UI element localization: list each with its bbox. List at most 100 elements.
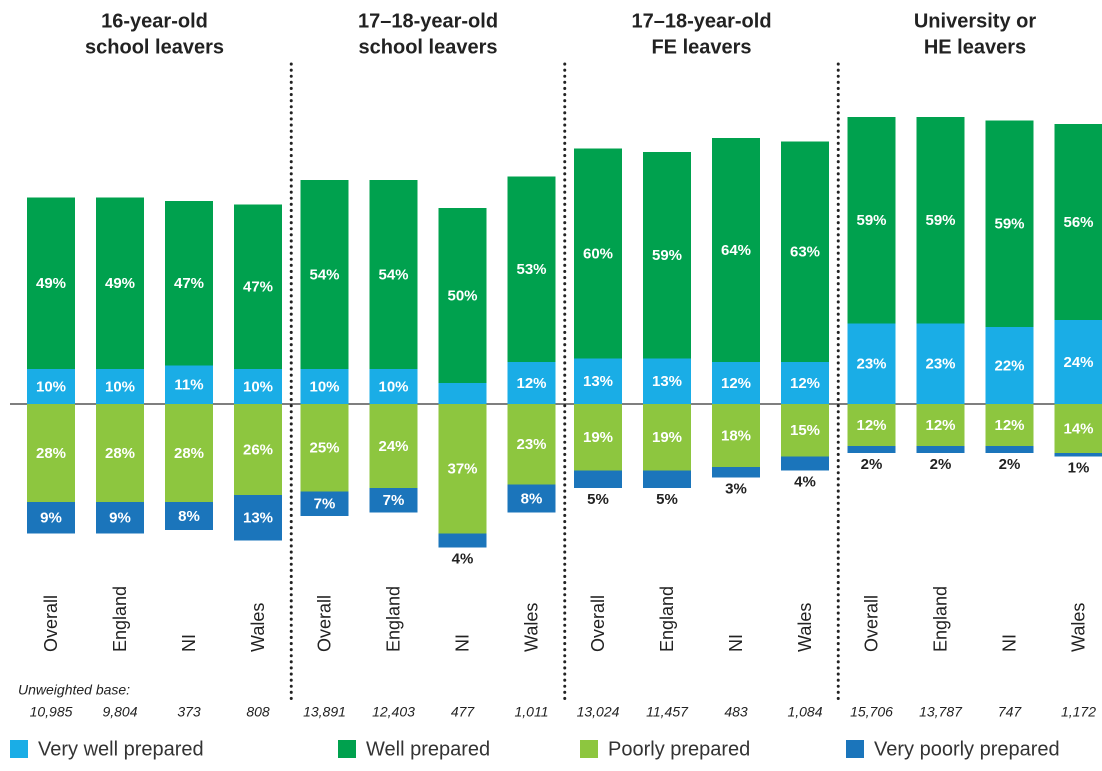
bar-segment — [369, 369, 418, 404]
legend-label: Very poorly prepared — [874, 738, 1060, 760]
bar-segment — [781, 362, 829, 404]
bar-segment — [300, 180, 349, 369]
bar-segment — [574, 148, 622, 359]
value-label: 8% — [178, 508, 200, 525]
bar-segment — [643, 470, 691, 488]
category-label: NI — [179, 634, 199, 652]
base-value: 373 — [177, 704, 201, 720]
value-label: 4% — [794, 473, 816, 490]
value-label: 8% — [521, 490, 543, 507]
category-label: Overall — [861, 595, 881, 652]
bar-segment — [234, 204, 282, 369]
bar-segment — [507, 362, 556, 404]
value-label: 28% — [105, 445, 135, 462]
bar-segment — [574, 404, 622, 471]
group-title: school leavers — [359, 36, 498, 58]
bar-segment — [438, 404, 487, 534]
bar-segment — [27, 404, 75, 502]
value-label: 50% — [447, 287, 477, 304]
bar-segment — [96, 369, 144, 404]
category-label: NI — [452, 634, 472, 652]
bar-segment — [643, 404, 691, 471]
bar-segment — [985, 446, 1034, 453]
bar-segment — [985, 120, 1034, 327]
value-label: 3% — [725, 480, 747, 497]
value-label: 25% — [309, 440, 339, 457]
value-label: 23% — [516, 436, 546, 453]
bar-segment — [165, 502, 213, 530]
value-label: 53% — [516, 261, 546, 278]
value-label: 28% — [174, 445, 204, 462]
value-label: 37% — [447, 461, 477, 478]
category-label: Wales — [521, 603, 541, 652]
value-label: 12% — [721, 375, 751, 392]
category-label: NI — [999, 634, 1019, 652]
bar-segment — [1054, 404, 1102, 453]
bar-segment — [1054, 453, 1102, 457]
value-label: 19% — [583, 429, 613, 446]
group-title: FE leavers — [651, 36, 751, 58]
value-label: 47% — [174, 275, 204, 292]
base-value: 1,084 — [787, 704, 822, 720]
bar-segment — [507, 404, 556, 485]
category-label: England — [383, 586, 403, 652]
bar-segment — [847, 446, 896, 453]
bar-segment — [712, 362, 760, 404]
category-label: Wales — [795, 603, 815, 652]
value-label: 12% — [856, 417, 886, 434]
value-label: 59% — [994, 216, 1024, 233]
category-label: Overall — [588, 595, 608, 652]
bar-segment — [574, 470, 622, 488]
category-label: Wales — [1068, 603, 1088, 652]
bar-segment — [916, 446, 965, 453]
bar-segment — [438, 383, 487, 404]
category-label: England — [110, 586, 130, 652]
value-label: 10% — [309, 378, 339, 395]
value-label: 12% — [516, 375, 546, 392]
category-label: Wales — [248, 603, 268, 652]
base-value: 11,457 — [646, 704, 689, 720]
bar-segment — [847, 404, 896, 446]
legend-swatch — [846, 740, 864, 758]
bar-segment — [916, 404, 965, 446]
bar-segment — [712, 467, 760, 478]
value-label: 59% — [856, 212, 886, 229]
value-label: 54% — [378, 266, 408, 283]
bar-segment — [369, 488, 418, 513]
bar-segment — [27, 502, 75, 534]
group-title: 17–18-year-old — [358, 10, 498, 32]
value-label: 28% — [36, 445, 66, 462]
value-label: 14% — [1063, 420, 1093, 437]
base-value: 15,706 — [850, 704, 893, 720]
base-value: 13,024 — [577, 704, 620, 720]
value-label: 47% — [243, 279, 273, 296]
base-value: 12,403 — [372, 704, 415, 720]
group-title: school leavers — [85, 36, 224, 58]
bar-segment — [96, 197, 144, 369]
bar-segment — [27, 369, 75, 404]
value-label: 10% — [105, 378, 135, 395]
value-label: 13% — [243, 510, 273, 527]
value-label: 59% — [652, 247, 682, 264]
bar-segment — [574, 358, 622, 404]
value-label: 49% — [105, 275, 135, 292]
bar-segment — [369, 180, 418, 369]
bar-segment — [438, 208, 487, 383]
value-label: 49% — [36, 275, 66, 292]
bar-segment — [27, 197, 75, 369]
legend-swatch — [10, 740, 28, 758]
base-value: 9,804 — [102, 704, 137, 720]
value-label: 60% — [583, 245, 613, 262]
value-label: 10% — [378, 378, 408, 395]
bar-segment — [438, 533, 487, 548]
group-title: 17–18-year-old — [631, 10, 771, 32]
legend-label: Poorly prepared — [608, 738, 750, 760]
bar-segment — [847, 117, 896, 324]
bar-segment — [712, 138, 760, 362]
base-value: 483 — [724, 704, 748, 720]
value-label: 13% — [652, 373, 682, 390]
legend-swatch — [338, 740, 356, 758]
value-label: 9% — [40, 510, 62, 527]
base-label: Unweighted base: — [18, 682, 130, 698]
